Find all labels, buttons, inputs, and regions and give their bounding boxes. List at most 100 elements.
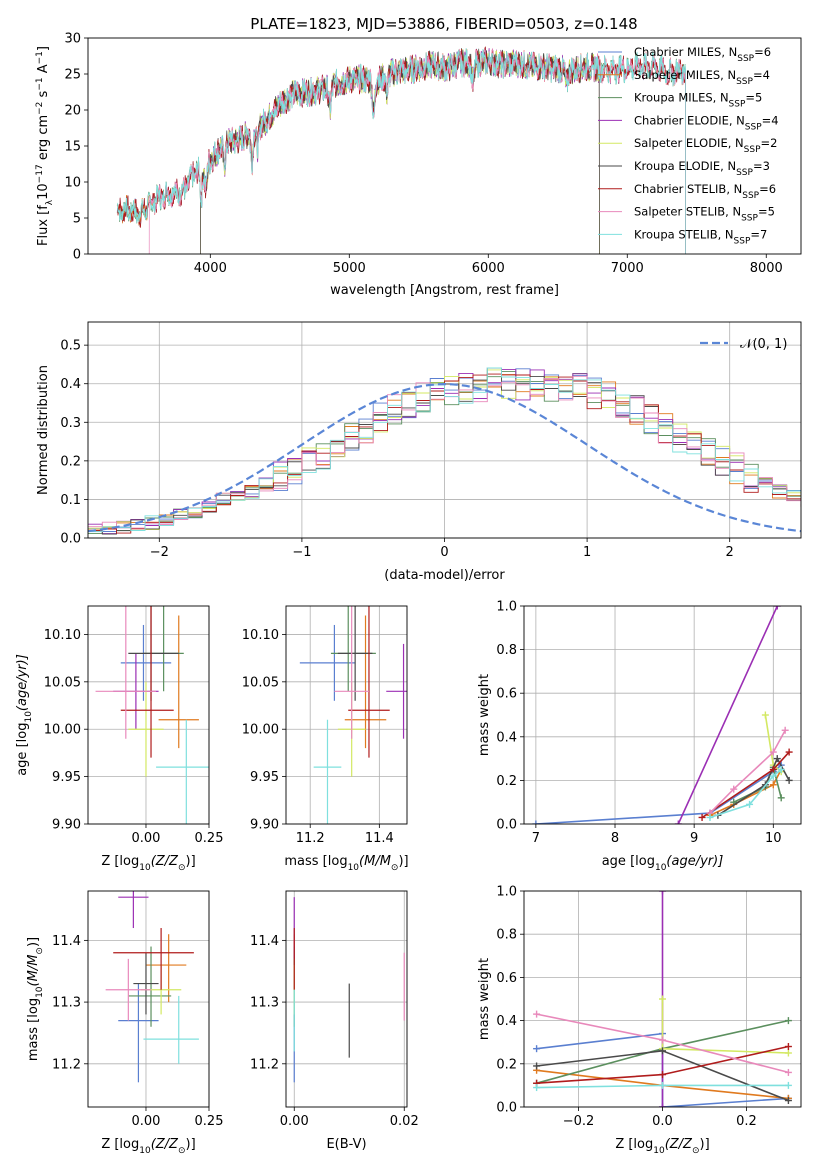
label-part: Salpeter ELODIE, N	[634, 136, 744, 150]
mass-vs-ebv-panel: 0.00 0.02 11.2 11.3 11.4 E(B-V)	[250, 890, 419, 1152]
label-part: s	[36, 90, 51, 101]
spectrum-ytick-label: 15	[64, 140, 81, 155]
label-part: (Z/Z	[151, 854, 179, 869]
label-part: Flux [f	[36, 205, 51, 246]
label-part: 10	[35, 986, 45, 998]
label-part: Chabrier ELODIE, N	[634, 113, 745, 127]
histogram-xtick-label: 0	[440, 545, 448, 560]
label-part: −1	[35, 77, 45, 90]
weight-age-series-1	[535, 764, 782, 824]
mass-z-frame	[87, 890, 210, 1108]
mass-z-ytick-label: 11.3	[52, 996, 81, 1011]
spectrum-line-9	[116, 48, 686, 254]
spectrum-xtick-label: 8000	[750, 261, 783, 276]
mass-ebv-xlabel: E(B-V)	[326, 1137, 366, 1152]
label-part: SSP	[744, 145, 761, 155]
histogram-series-1	[88, 368, 801, 532]
age-z-ytick-label: 9.95	[52, 770, 81, 785]
histogram-ytick-label: 0.3	[60, 416, 81, 431]
label-part: =3	[753, 159, 770, 173]
histogram-ylabel: Normed distribution	[36, 365, 51, 495]
label-part: 10	[653, 1146, 665, 1156]
age-mass-errorbars	[299, 606, 407, 824]
label-part: mass [log	[284, 854, 347, 869]
legend-entry: Salpeter MILES, NSSP=4	[634, 68, 770, 87]
histogram-ytick-label: 0.2	[60, 454, 81, 469]
residual-histogram-panel: −2 −1 0 1 2 0.0 0.1 0.2 0.3 0.4 0.5 𝒩(0, 1) (data-mo…	[36, 321, 802, 583]
weight-age-ylabel: mass weight	[477, 674, 492, 756]
spectrum-panel: 4000 5000 6000 7000 8000 0 5 10 15 20 25 30 waveleng…	[35, 32, 802, 298]
mass-z-xtick-label: 0.00	[132, 1114, 161, 1129]
label-part: 10	[655, 863, 667, 873]
spectrum-ytick-label: 30	[64, 32, 81, 47]
label-part: )]	[26, 937, 41, 947]
weight-z-ytick-label: 0.2	[496, 1057, 517, 1072]
spectrum-frame	[87, 37, 802, 255]
age-mass-xtick-label: 11.4	[365, 831, 394, 846]
weight-age-ytick-label: 0.8	[496, 643, 517, 658]
age-z-ytick-label: 10.00	[44, 723, 81, 738]
legend-entry: Kroupa STELIB, NSSP=7	[634, 227, 767, 246]
weight-z-xtick-label: 0.0	[652, 1114, 673, 1129]
spectrum-ytick-label: 5	[73, 212, 81, 227]
label-part: Z [log	[101, 854, 139, 869]
histogram-series-2	[88, 374, 801, 531]
weight-age-series-8	[709, 729, 786, 814]
spectrum-xtick-label: 4000	[194, 261, 227, 276]
weight-age-ytick-label: 0.4	[496, 730, 517, 745]
age-z-ytick-label: 10.10	[44, 628, 81, 643]
spectrum-ytick-label: 25	[64, 68, 81, 83]
histogram-series-6	[88, 367, 801, 535]
weight-age-xtick-label: 10	[765, 831, 782, 846]
mass-weight-vs-metallicity-panel: −0.2 0.0 0.2 0.0 0.2 0.4 0.6 0.8 1.0 Z [log10(Z/Z…	[477, 885, 802, 1156]
label-part: SSP	[729, 100, 746, 110]
weight-age-series-9	[709, 768, 782, 819]
label-part: ⊙	[391, 863, 399, 873]
label-part: SSP	[741, 214, 758, 224]
label-part: (age/yr)]	[666, 854, 723, 869]
label-part: =2	[761, 136, 778, 150]
age-mass-ytick-label: 9.95	[250, 770, 279, 785]
label-part: ⊙	[35, 947, 45, 955]
label-part: erg cm	[36, 115, 51, 164]
label-part: )]	[700, 1137, 710, 1152]
histogram-xtick-label: −2	[150, 545, 169, 560]
weight-age-xtick-label: 7	[532, 831, 540, 846]
histogram-ytick-label: 0.5	[60, 339, 81, 354]
label-part: SSP	[734, 236, 751, 246]
weight-age-xtick-label: 9	[690, 831, 698, 846]
weight-age-lines	[532, 606, 793, 824]
label-part: mass [log	[26, 998, 41, 1061]
label-part: ]	[36, 46, 51, 51]
label-part: Kroupa ELODIE, N	[634, 159, 736, 173]
mass-ebv-xtick-label: 0.02	[390, 1114, 419, 1129]
label-part: =4	[753, 68, 770, 82]
spectrum-ytick-label: 0	[73, 248, 81, 263]
weight-z-frame	[523, 890, 802, 1108]
spectrum-xlabel: wavelength [Angstrom, rest frame]	[330, 283, 559, 298]
weight-age-ytick-label: 1.0	[496, 600, 517, 615]
mass-ebv-frame	[285, 890, 408, 1108]
legend-entry: Kroupa MILES, NSSP=5	[634, 91, 762, 110]
label-part: ⊙	[178, 863, 186, 873]
age-mass-frame	[285, 605, 408, 825]
mass-z-xtick-label: 0.25	[195, 1114, 224, 1129]
label-part: ⊙	[178, 1146, 186, 1156]
mass-ebv-ytick-label: 11.2	[250, 1057, 279, 1072]
age-z-ytick-label: 9.90	[52, 818, 81, 833]
mass-z-ytick-label: 11.2	[52, 1057, 81, 1072]
label-part: =5	[745, 91, 762, 105]
age-z-ytick-label: 10.05	[44, 675, 81, 690]
label-part: −17	[35, 164, 45, 183]
label-part: (M/M	[26, 955, 41, 987]
label-part: Salpeter STELIB, N	[634, 205, 741, 219]
age-mass-ytick-label: 10.00	[242, 723, 279, 738]
histogram-ytick-label: 0.1	[60, 493, 81, 508]
legend-entry: Kroupa ELODIE, NSSP=3	[634, 159, 770, 178]
histogram-ytick-label: 0.4	[60, 377, 81, 392]
label-part: 10	[348, 863, 360, 873]
label-part: SSP	[736, 77, 753, 87]
mass-ebv-ytick-label: 11.4	[250, 934, 279, 949]
